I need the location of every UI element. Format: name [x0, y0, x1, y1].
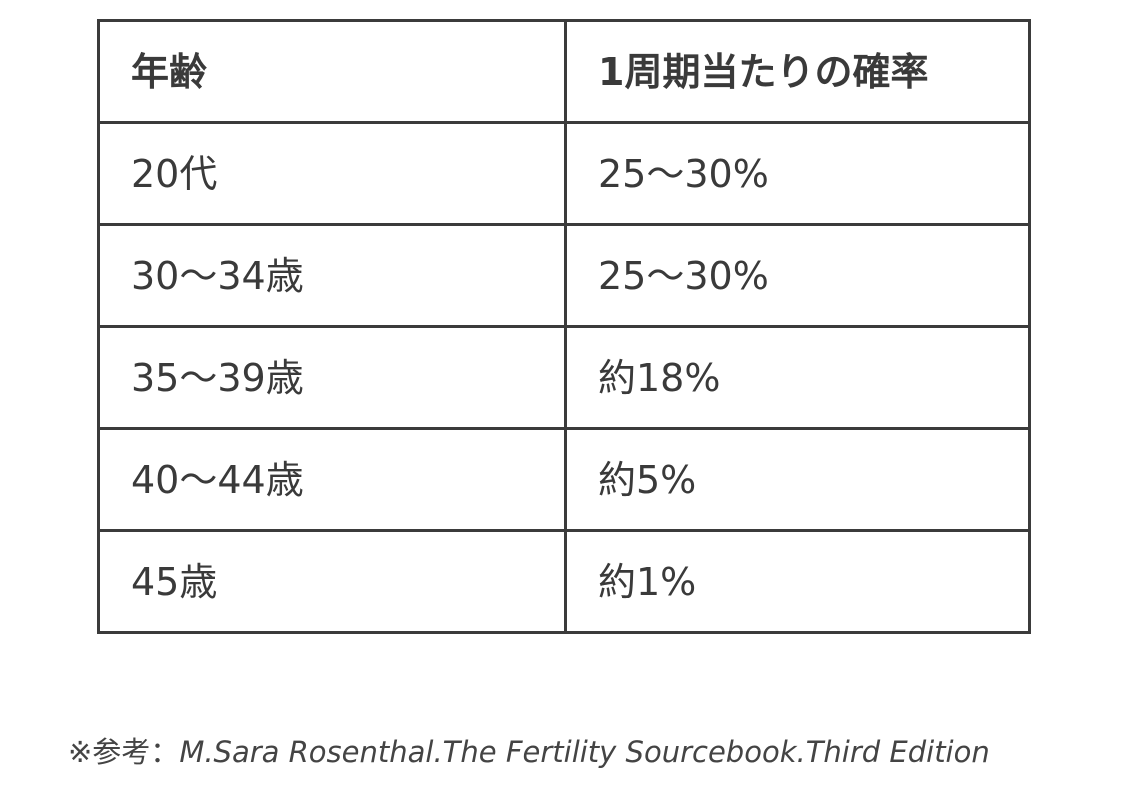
table-row: 20代 25〜30% — [97, 121, 1031, 226]
cell-probability: 25〜30% — [564, 223, 1031, 328]
cell-probability: 25〜30% — [564, 121, 1031, 226]
table-header-row: 年齢 1周期当たりの確率 — [97, 19, 1031, 124]
table-row: 30〜34歳 25〜30% — [97, 223, 1031, 328]
table-row: 45歳 約1% — [97, 529, 1031, 634]
cell-probability: 約5% — [564, 427, 1031, 532]
cell-probability: 約1% — [564, 529, 1031, 634]
header-probability-per-cycle: 1周期当たりの確率 — [564, 19, 1031, 124]
reference-prefix: ※参考： — [68, 735, 180, 769]
cell-age: 40〜44歳 — [97, 427, 567, 532]
cell-age: 35〜39歳 — [97, 325, 567, 430]
cell-age: 20代 — [97, 121, 567, 226]
cell-age: 30〜34歳 — [97, 223, 567, 328]
table-row: 40〜44歳 約5% — [97, 427, 1031, 532]
cell-age: 45歳 — [97, 529, 567, 634]
table-header: 年齢 1周期当たりの確率 — [97, 19, 1031, 124]
table-row: 35〜39歳 約18% — [97, 325, 1031, 430]
cell-probability: 約18% — [564, 325, 1031, 430]
fertility-probability-table: 年齢 1周期当たりの確率 20代 25〜30% 30〜34歳 25〜30% 35… — [97, 19, 1031, 634]
table-body: 20代 25〜30% 30〜34歳 25〜30% 35〜39歳 約18% 40〜… — [97, 121, 1031, 634]
header-age: 年齢 — [97, 19, 567, 124]
reference-note: ※参考：M.Sara Rosenthal.The Fertility Sourc… — [68, 733, 990, 771]
reference-source: M.Sara Rosenthal.The Fertility Sourceboo… — [179, 735, 990, 769]
